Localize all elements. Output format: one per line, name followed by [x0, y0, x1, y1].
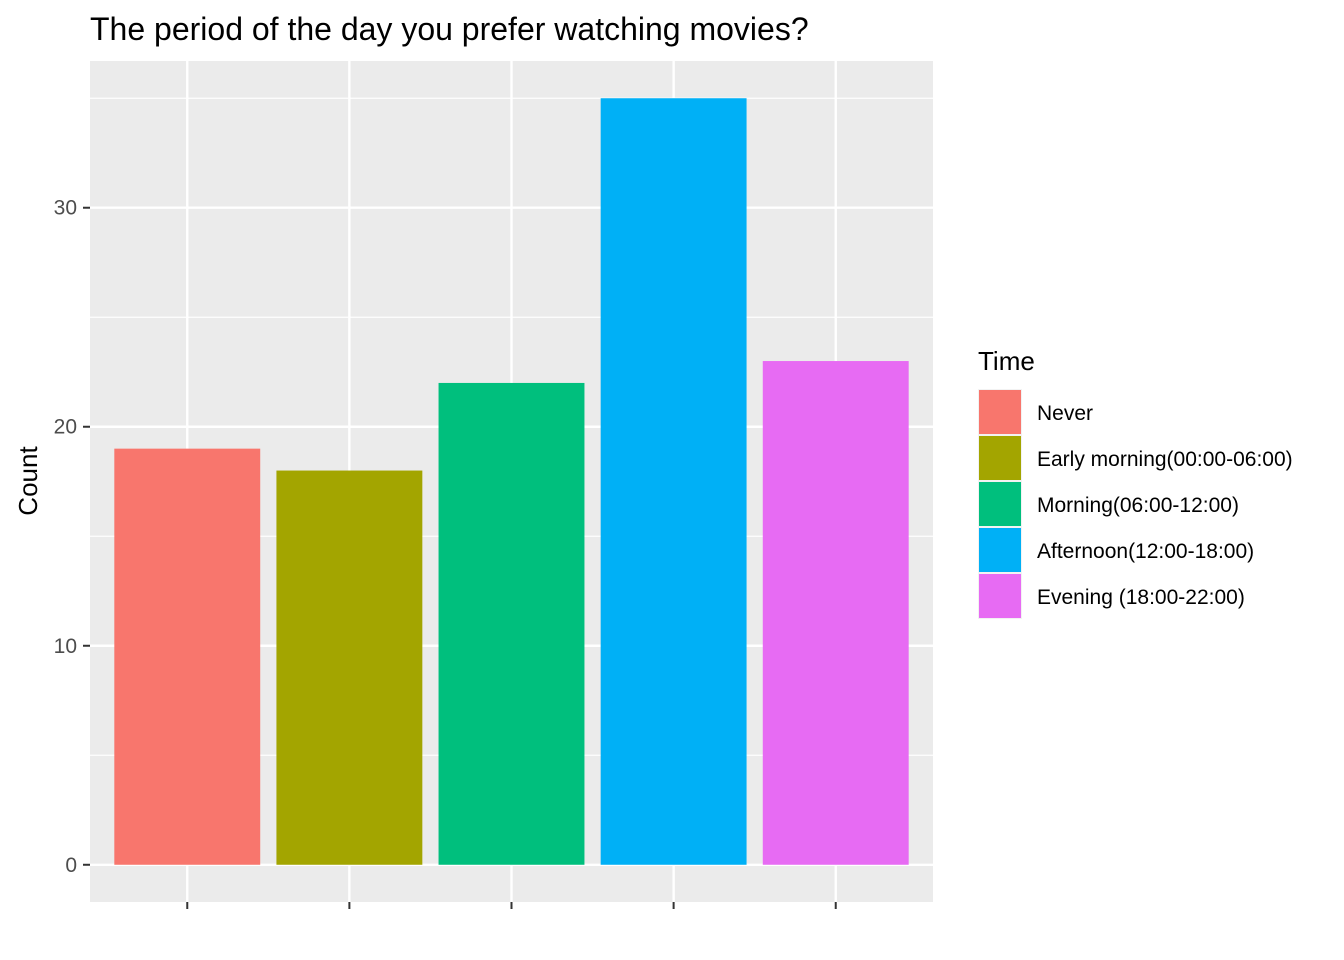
y-axis-title: Count [13, 446, 43, 516]
legend-label: Morning(06:00-12:00) [1037, 494, 1239, 517]
legend-label: Early morning(00:00-06:00) [1037, 448, 1293, 471]
legend-title: Time [978, 346, 1035, 376]
bars [114, 98, 909, 865]
bar [114, 448, 261, 865]
y-tick-label: 10 [54, 635, 77, 658]
legend-key [979, 574, 1021, 618]
chart-title: The period of the day you prefer watchin… [90, 11, 809, 47]
legend: Time Never Early morning(00:00-06:00) Morn… [978, 346, 1293, 619]
legend-items: Never Early morning(00:00-06:00) Morning(0… [978, 389, 1293, 619]
y-axis: 0 10 20 30 [54, 197, 90, 877]
legend-label: Never [1037, 402, 1093, 425]
y-tick-label: 20 [54, 416, 77, 439]
x-axis [186, 902, 837, 909]
bar [600, 98, 747, 865]
bar [438, 382, 585, 865]
bar [276, 470, 423, 865]
y-tick-label: 30 [54, 197, 77, 220]
y-tick-label: 0 [65, 854, 77, 877]
legend-label: Afternoon(12:00-18:00) [1037, 540, 1254, 563]
legend-key [979, 390, 1021, 434]
legend-key [979, 436, 1021, 480]
bar [762, 361, 909, 865]
legend-key [979, 482, 1021, 526]
legend-key [979, 528, 1021, 572]
legend-label: Evening (18:00-22:00) [1037, 586, 1245, 609]
